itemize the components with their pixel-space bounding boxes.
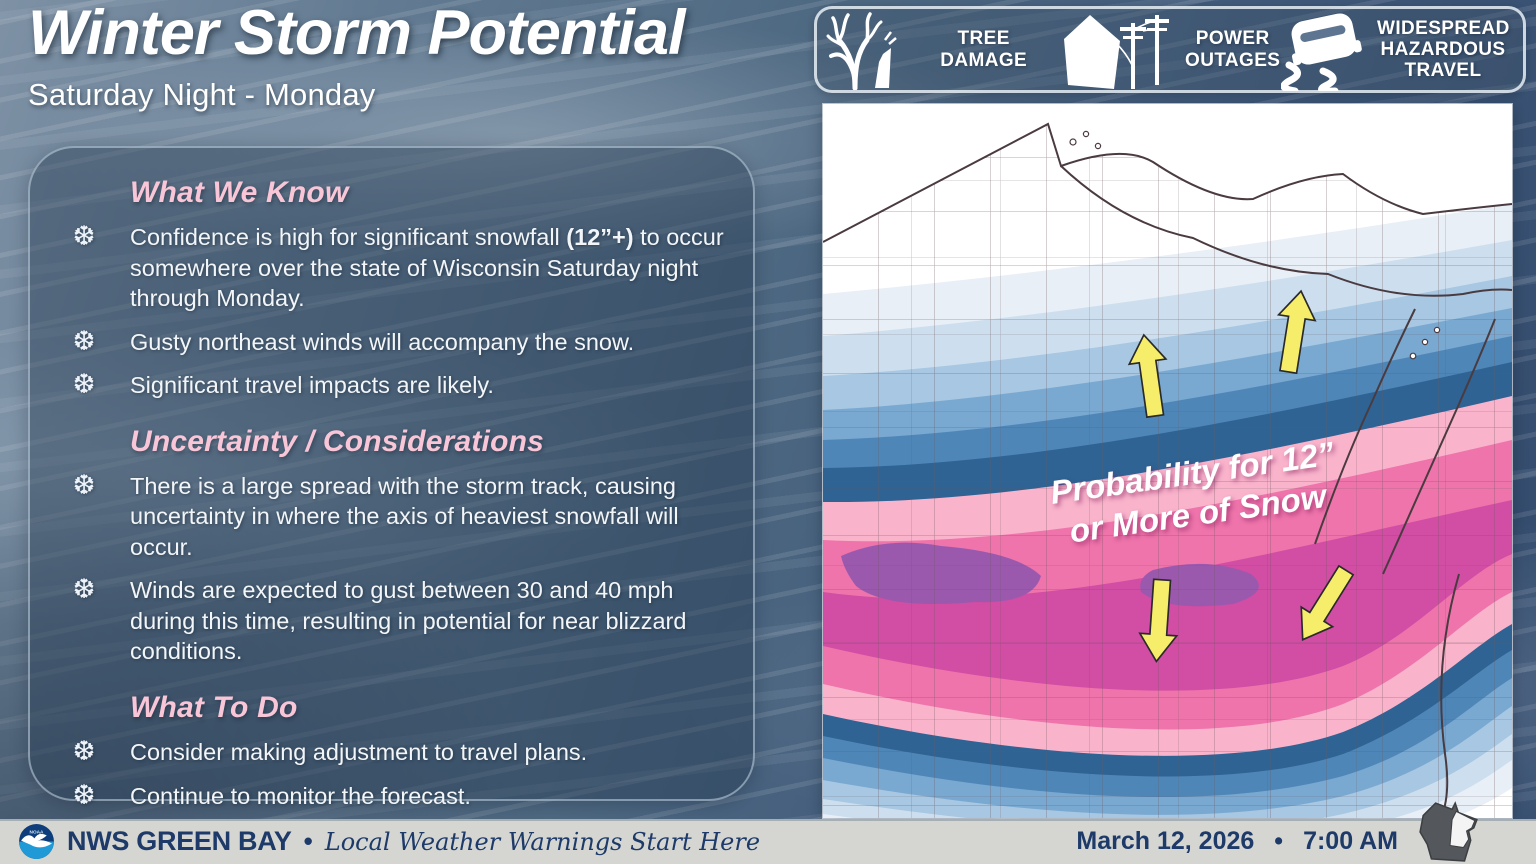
bullet-text: Winds are expected to gust between 30 an… xyxy=(130,577,687,665)
svg-text:NOAA: NOAA xyxy=(30,829,44,835)
bullet-item: ❆ There is a large spread with the storm … xyxy=(62,471,727,563)
footer-tagline: Local Weather Warnings Start Here xyxy=(324,827,761,856)
tree-damage-icon xyxy=(826,11,897,90)
bullet-item: ❆ Significant travel impacts are likely. xyxy=(62,370,727,401)
footer-branding: NOAA NWS GREEN BAY • Local Weather Warni… xyxy=(18,823,760,860)
hazards-legend-bar: TREE DAMAGE POWER OUTAGES xyxy=(814,6,1526,93)
issue-time: 7:00 AM xyxy=(1303,827,1398,855)
agency-name: NWS GREEN BAY xyxy=(67,826,292,856)
hazard-hazardous-travel: WIDESPREAD HAZARDOUS TRAVEL xyxy=(1281,9,1509,91)
panel-sections: What We Know ❆ Confidence is high for sign… xyxy=(56,176,727,811)
hazardous-travel-icon xyxy=(1281,12,1362,91)
bullet-item: ❆ Continue to monitor the forecast. xyxy=(62,779,727,812)
bullet-text: Continue to monitor the forecast. xyxy=(130,782,471,809)
wisconsin-snow-probability-svg xyxy=(822,104,1513,852)
page-title: Winter Storm Potential xyxy=(28,0,685,68)
footer-separator: • xyxy=(303,826,313,856)
panel-section: What To Do ❆ Consider making adjustment to… xyxy=(56,691,727,811)
section-heading: What To Do xyxy=(130,691,298,725)
bullet-text: Consider making adjustment to travel pla… xyxy=(130,739,588,766)
panel-section: Uncertainty / Considerations ❆ There is a … xyxy=(56,425,727,667)
panel-section: What We Know ❆ Confidence is high for sign… xyxy=(56,176,727,401)
title-block: Winter Storm Potential Saturday Night - … xyxy=(28,0,685,113)
footer-datetime: March 12, 2026 • 7:00 AM xyxy=(1076,827,1398,856)
issue-date: March 12, 2026 xyxy=(1076,827,1255,855)
wisconsin-state-icon xyxy=(1419,801,1478,862)
bullet-text: There is a large spread with the storm t… xyxy=(130,472,679,560)
hazard-label: TREE DAMAGE xyxy=(940,28,1028,71)
section-heading: What We Know xyxy=(130,176,349,209)
noaa-logo: NOAA xyxy=(19,824,54,859)
bullet-text: Confidence is high for significant snowf… xyxy=(130,224,724,312)
hazard-tree-damage: TREE DAMAGE xyxy=(825,10,1054,90)
power-outage-icon xyxy=(1064,14,1170,89)
snowflake-icon: ❆ xyxy=(72,221,96,252)
bullet-item: ❆ Confidence is high for significant snow… xyxy=(62,222,727,314)
page-subtitle: Saturday Night - Monday xyxy=(28,77,376,112)
bullet-item: ❆ Winds are expected to gust between 30 a… xyxy=(62,575,727,667)
shorelines xyxy=(822,122,1513,819)
section-heading: Uncertainty / Considerations xyxy=(130,424,545,458)
bullet-text: Significant travel impacts are likely. xyxy=(130,372,494,399)
hazard-label: WIDESPREAD HAZARDOUS TRAVEL xyxy=(1377,17,1510,82)
bullet-item: ❆ Gusty northeast winds will accompany th… xyxy=(62,325,727,358)
footer-bar: NOAA NWS GREEN BAY • Local Weather Warni… xyxy=(0,819,1536,864)
info-panel: What We Know ❆ Confidence is high for sign… xyxy=(28,146,755,810)
probability-map xyxy=(822,104,1513,852)
snowflake-icon: ❆ xyxy=(72,736,96,768)
snowflake-icon: ❆ xyxy=(72,469,96,501)
snowflake-icon: ❆ xyxy=(72,574,96,606)
islands xyxy=(1069,130,1441,360)
snowflake-icon: ❆ xyxy=(72,325,96,357)
snowflake-icon: ❆ xyxy=(72,369,96,401)
hazard-power-outages: POWER OUTAGES xyxy=(1054,9,1281,91)
bullet-item: ❆ Consider making adjustment to travel pl… xyxy=(62,737,727,768)
lake-superior xyxy=(823,104,1512,242)
snowflake-icon: ❆ xyxy=(72,779,96,811)
hazard-label: POWER OUTAGES xyxy=(1185,28,1281,71)
bullet-text: Gusty northeast winds will accompany the… xyxy=(130,328,635,355)
footer-separator: • xyxy=(1274,827,1284,855)
